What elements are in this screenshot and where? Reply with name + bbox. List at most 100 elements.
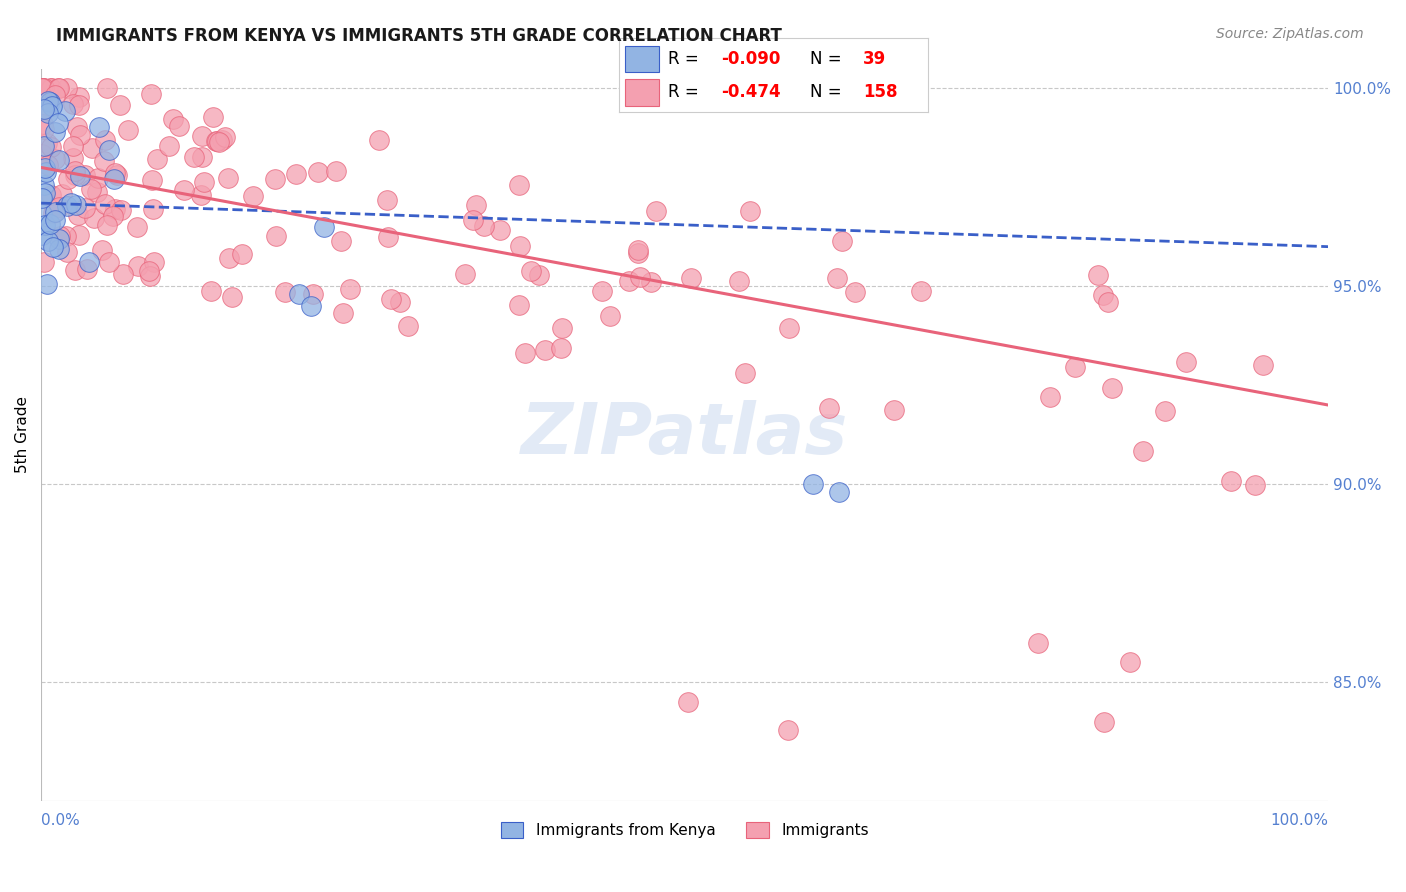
Point: [97, 143, 120, 157]
Text: N =: N =: [810, 50, 848, 68]
Point: [69, 169, 91, 183]
Point: [509, 239, 531, 253]
Point: [39, 139, 62, 153]
Point: [454, 267, 477, 281]
Text: IMMIGRANTS FROM KENYA VS IMMIGRANTS 5TH GRADE CORRELATION CHART: IMMIGRANTS FROM KENYA VS IMMIGRANTS 5TH …: [56, 27, 782, 45]
Point: [200, 284, 222, 298]
Point: [87, 170, 110, 185]
Point: [77, 254, 100, 268]
Point: [66, 208, 89, 222]
Point: [32, 255, 55, 269]
Point: [169, 120, 191, 134]
Point: [75, 201, 97, 215]
Text: 100.0%: 100.0%: [1270, 813, 1329, 828]
Point: [51, 187, 73, 202]
Point: [513, 346, 536, 360]
Point: [138, 264, 160, 278]
Point: [80, 182, 103, 196]
Point: [734, 366, 756, 380]
Point: [676, 695, 699, 709]
Point: [31, 146, 53, 161]
Point: [91, 243, 114, 257]
Point: [191, 150, 214, 164]
Point: [738, 203, 761, 218]
Point: [31, 103, 53, 117]
Point: [550, 342, 572, 356]
Point: [367, 133, 389, 147]
Text: -0.090: -0.090: [721, 50, 780, 68]
Point: [299, 299, 322, 313]
Point: [285, 167, 308, 181]
Point: [529, 268, 551, 283]
Point: [211, 133, 233, 147]
Point: [34, 186, 56, 200]
Point: [34, 219, 56, 233]
Point: [34, 161, 56, 175]
Point: [37, 94, 59, 108]
Point: [53, 103, 76, 118]
Text: 0.0%: 0.0%: [41, 813, 80, 828]
Point: [183, 150, 205, 164]
Point: [464, 198, 486, 212]
Point: [69, 128, 91, 142]
Point: [34, 178, 56, 192]
Point: [37, 158, 59, 172]
Text: N =: N =: [810, 84, 848, 102]
Point: [330, 234, 353, 248]
Point: [1154, 403, 1177, 417]
Point: [62, 139, 84, 153]
Point: [173, 182, 195, 196]
Point: [55, 199, 77, 213]
Point: [44, 152, 66, 166]
Point: [314, 219, 336, 234]
Point: [39, 217, 62, 231]
Point: [37, 234, 59, 248]
Point: [103, 172, 125, 186]
Point: [110, 202, 132, 217]
Point: [55, 229, 77, 244]
Point: [98, 255, 121, 269]
Point: [108, 98, 131, 112]
Point: [34, 139, 56, 153]
Point: [388, 294, 411, 309]
Point: [205, 134, 228, 148]
Point: [1251, 358, 1274, 372]
Point: [32, 81, 55, 95]
Point: [205, 134, 228, 148]
Point: [727, 274, 749, 288]
Point: [59, 196, 82, 211]
Point: [48, 200, 70, 214]
Point: [1220, 475, 1243, 489]
Text: Source: ZipAtlas.com: Source: ZipAtlas.com: [1216, 27, 1364, 41]
Point: [46, 81, 69, 95]
Point: [44, 125, 66, 139]
Point: [141, 172, 163, 186]
Point: [599, 309, 621, 323]
Point: [125, 220, 148, 235]
Point: [37, 277, 59, 291]
Point: [201, 111, 224, 125]
Point: [31, 81, 53, 95]
Point: [645, 203, 668, 218]
Text: 158: 158: [863, 84, 897, 102]
Point: [1091, 288, 1114, 302]
Point: [640, 275, 662, 289]
Point: [883, 402, 905, 417]
Point: [65, 198, 87, 212]
Point: [146, 152, 169, 166]
Point: [76, 261, 98, 276]
Point: [831, 234, 853, 248]
Point: [264, 228, 287, 243]
Point: [508, 298, 530, 312]
Point: [287, 287, 309, 301]
Point: [339, 282, 361, 296]
Y-axis label: 5th Grade: 5th Grade: [15, 396, 30, 473]
Text: -0.474: -0.474: [721, 84, 780, 102]
Point: [96, 218, 118, 232]
Point: [489, 223, 512, 237]
Point: [778, 320, 800, 334]
Point: [35, 165, 58, 179]
Point: [94, 133, 117, 147]
Point: [461, 213, 484, 227]
Point: [82, 141, 104, 155]
